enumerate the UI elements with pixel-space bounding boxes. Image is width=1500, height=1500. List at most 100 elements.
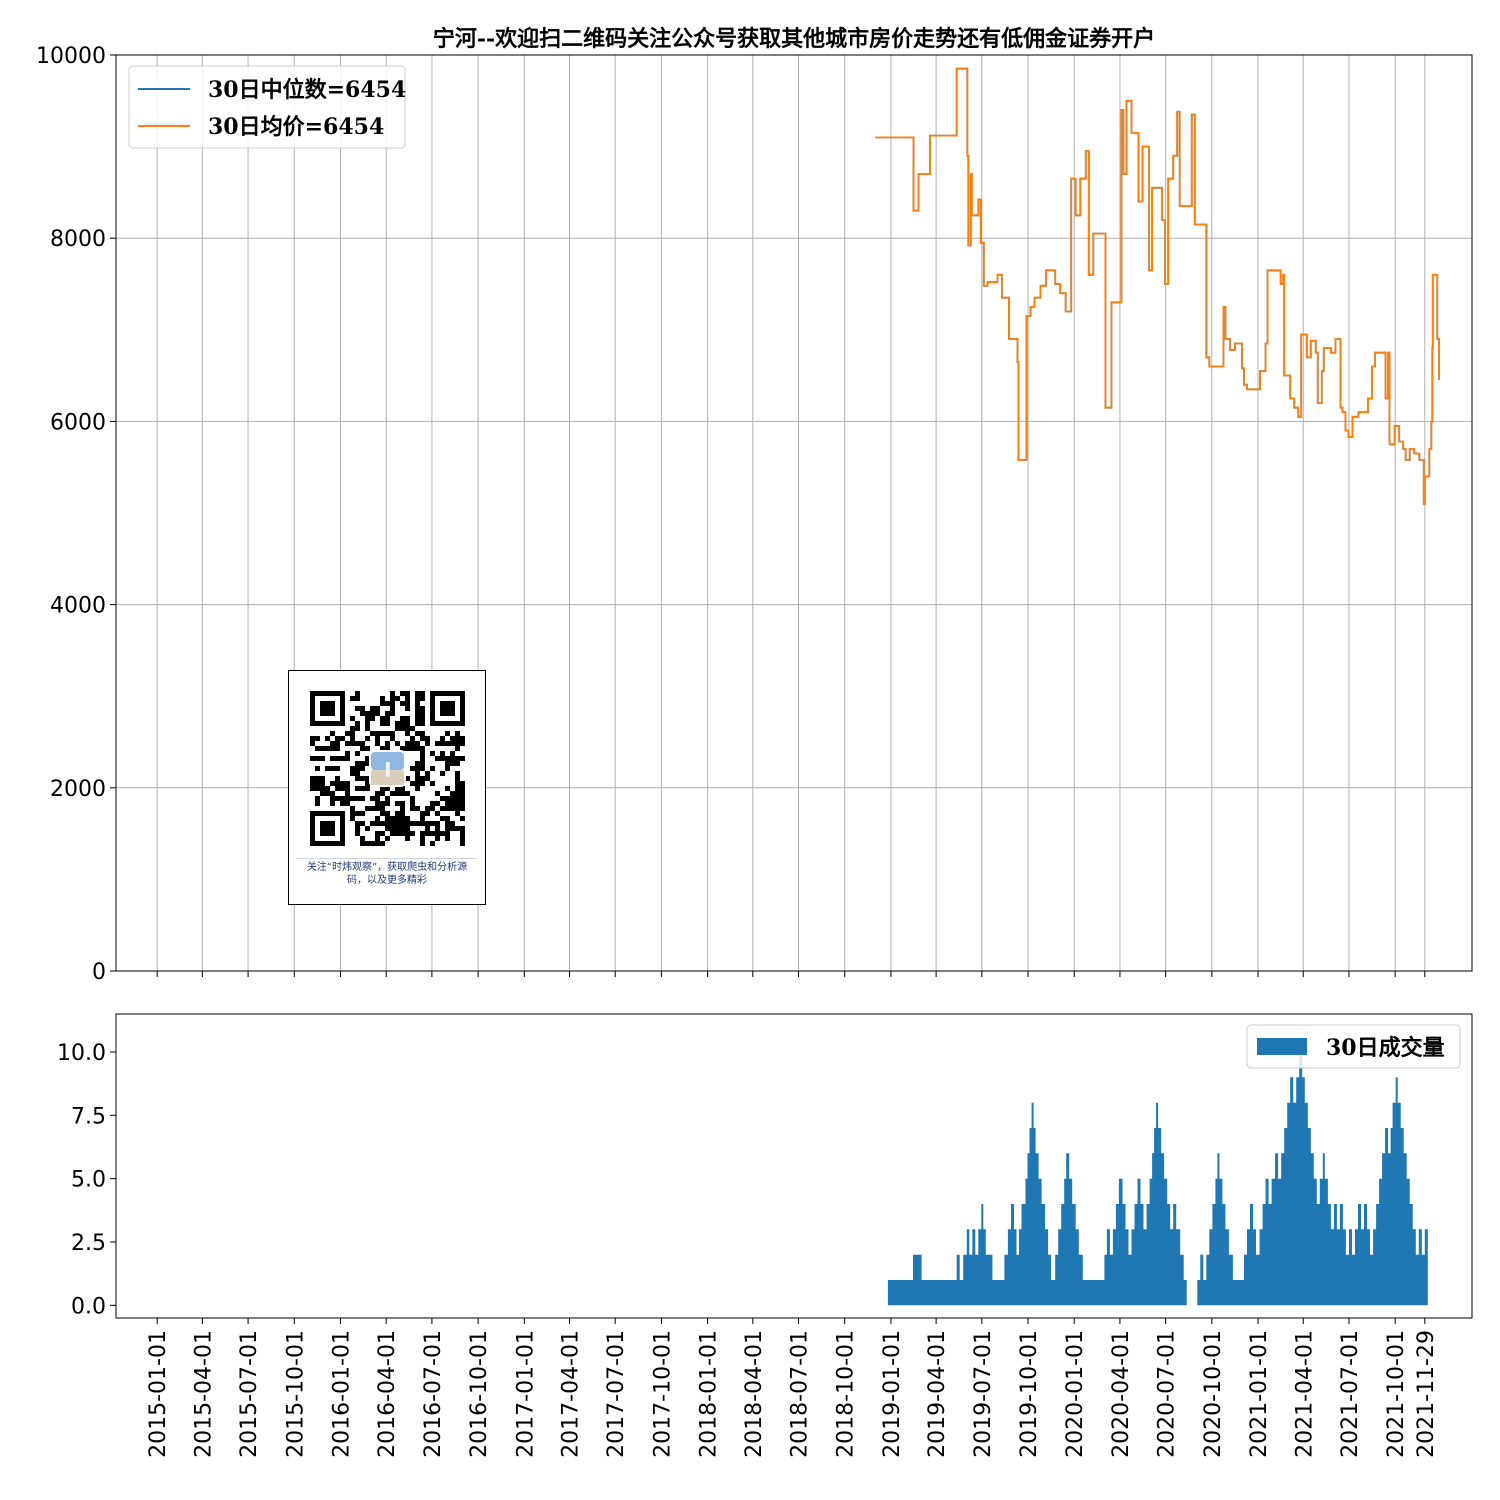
qr-module xyxy=(355,831,360,836)
qr-module xyxy=(355,771,360,776)
qr-module xyxy=(380,721,385,726)
qr-module xyxy=(420,816,425,821)
qr-module xyxy=(390,816,395,821)
qr-module xyxy=(405,831,410,836)
qr-module xyxy=(365,781,370,786)
legend-label-mean: 30日均价=6454 xyxy=(208,114,384,140)
price-x-ticks xyxy=(156,971,1426,977)
qr-module xyxy=(440,751,445,756)
qr-module xyxy=(450,801,455,806)
qr-module xyxy=(330,746,335,751)
qr-module xyxy=(385,701,390,706)
volume-y-axis: 0.0 2.5 5.0 7.5 10.0 xyxy=(57,1041,116,1319)
qr-module xyxy=(310,756,315,761)
qr-module xyxy=(430,831,435,836)
qr-module xyxy=(355,726,360,731)
qr-module xyxy=(355,691,360,696)
qr-module xyxy=(355,786,360,791)
qr-module xyxy=(445,741,450,746)
x-tick-label: 2016-10-01 xyxy=(467,1330,492,1458)
qr-module xyxy=(395,741,400,746)
qr-module xyxy=(400,721,405,726)
qr-module xyxy=(425,831,430,836)
qr-module xyxy=(370,731,375,736)
qr-module xyxy=(395,801,400,806)
qr-module xyxy=(345,786,350,791)
y-tick-label: 8000 xyxy=(50,227,106,252)
x-tick-label: 2017-10-01 xyxy=(650,1330,675,1458)
qr-module xyxy=(375,796,380,801)
qr-module xyxy=(355,706,360,711)
qr-module xyxy=(395,821,400,826)
qr-module xyxy=(455,826,460,831)
qr-avatar-sky xyxy=(371,752,404,771)
qr-module xyxy=(370,841,375,846)
qr-module xyxy=(310,776,315,781)
qr-module xyxy=(365,786,370,791)
qr-module xyxy=(385,716,390,721)
qr-module xyxy=(380,786,385,791)
price-axes-frame xyxy=(115,54,1473,972)
x-tick-label: 2018-07-01 xyxy=(788,1330,813,1458)
x-tick-label: 2020-10-01 xyxy=(1201,1330,1226,1458)
qr-module xyxy=(330,791,335,796)
qr-module xyxy=(375,816,380,821)
qr-module xyxy=(435,836,440,841)
qr-module xyxy=(420,756,425,761)
qr-module xyxy=(365,711,370,716)
qr-module xyxy=(365,826,370,831)
qr-module xyxy=(450,796,455,801)
qr-module xyxy=(395,786,400,791)
qr-module xyxy=(455,756,460,761)
qr-module xyxy=(345,781,350,786)
qr-module xyxy=(350,806,355,811)
qr-module xyxy=(335,776,340,781)
qr-module xyxy=(380,821,385,826)
qr-module xyxy=(355,761,360,766)
qr-module xyxy=(440,831,445,836)
qr-module xyxy=(460,741,465,746)
qr-module xyxy=(395,826,400,831)
x-tick-label: 2015-10-01 xyxy=(283,1330,308,1458)
qr-module xyxy=(440,806,445,811)
x-tick-label: 2021-11-29 xyxy=(1414,1330,1439,1458)
qr-module xyxy=(420,836,425,841)
qr-module xyxy=(400,811,405,816)
qr-module xyxy=(420,841,425,846)
qr-module xyxy=(395,726,400,731)
qr-module xyxy=(365,756,370,761)
x-tick-label: 2021-04-01 xyxy=(1292,1330,1317,1458)
qr-module xyxy=(455,761,460,766)
qr-module xyxy=(375,731,380,736)
qr-module xyxy=(400,746,405,751)
qr-module xyxy=(445,836,450,841)
qr-module xyxy=(445,826,450,831)
qr-module xyxy=(335,781,340,786)
qr-module xyxy=(310,736,315,741)
qr-module xyxy=(435,826,440,831)
qr-module xyxy=(455,771,460,776)
qr-module xyxy=(455,811,460,816)
qr-module xyxy=(440,796,445,801)
qr-module xyxy=(405,791,410,796)
qr-module xyxy=(450,806,455,811)
qr-module xyxy=(365,806,370,811)
qr-module xyxy=(345,741,350,746)
qr-module xyxy=(440,816,445,821)
qr-module xyxy=(410,766,415,771)
qr-module xyxy=(405,776,410,781)
qr-avatar-person xyxy=(385,761,390,777)
qr-module xyxy=(415,806,420,811)
x-tick-label: 2017-04-01 xyxy=(559,1330,584,1458)
qr-module xyxy=(405,826,410,831)
qr-module xyxy=(320,786,325,791)
qr-module xyxy=(320,746,325,751)
x-tick-label: 2019-10-01 xyxy=(1017,1330,1042,1458)
qr-module xyxy=(355,821,360,826)
qr-module xyxy=(360,766,365,771)
median-price-line xyxy=(875,67,1440,505)
x-tick-label: 2016-04-01 xyxy=(375,1330,400,1458)
qr-module xyxy=(360,841,365,846)
qr-module xyxy=(415,691,420,696)
